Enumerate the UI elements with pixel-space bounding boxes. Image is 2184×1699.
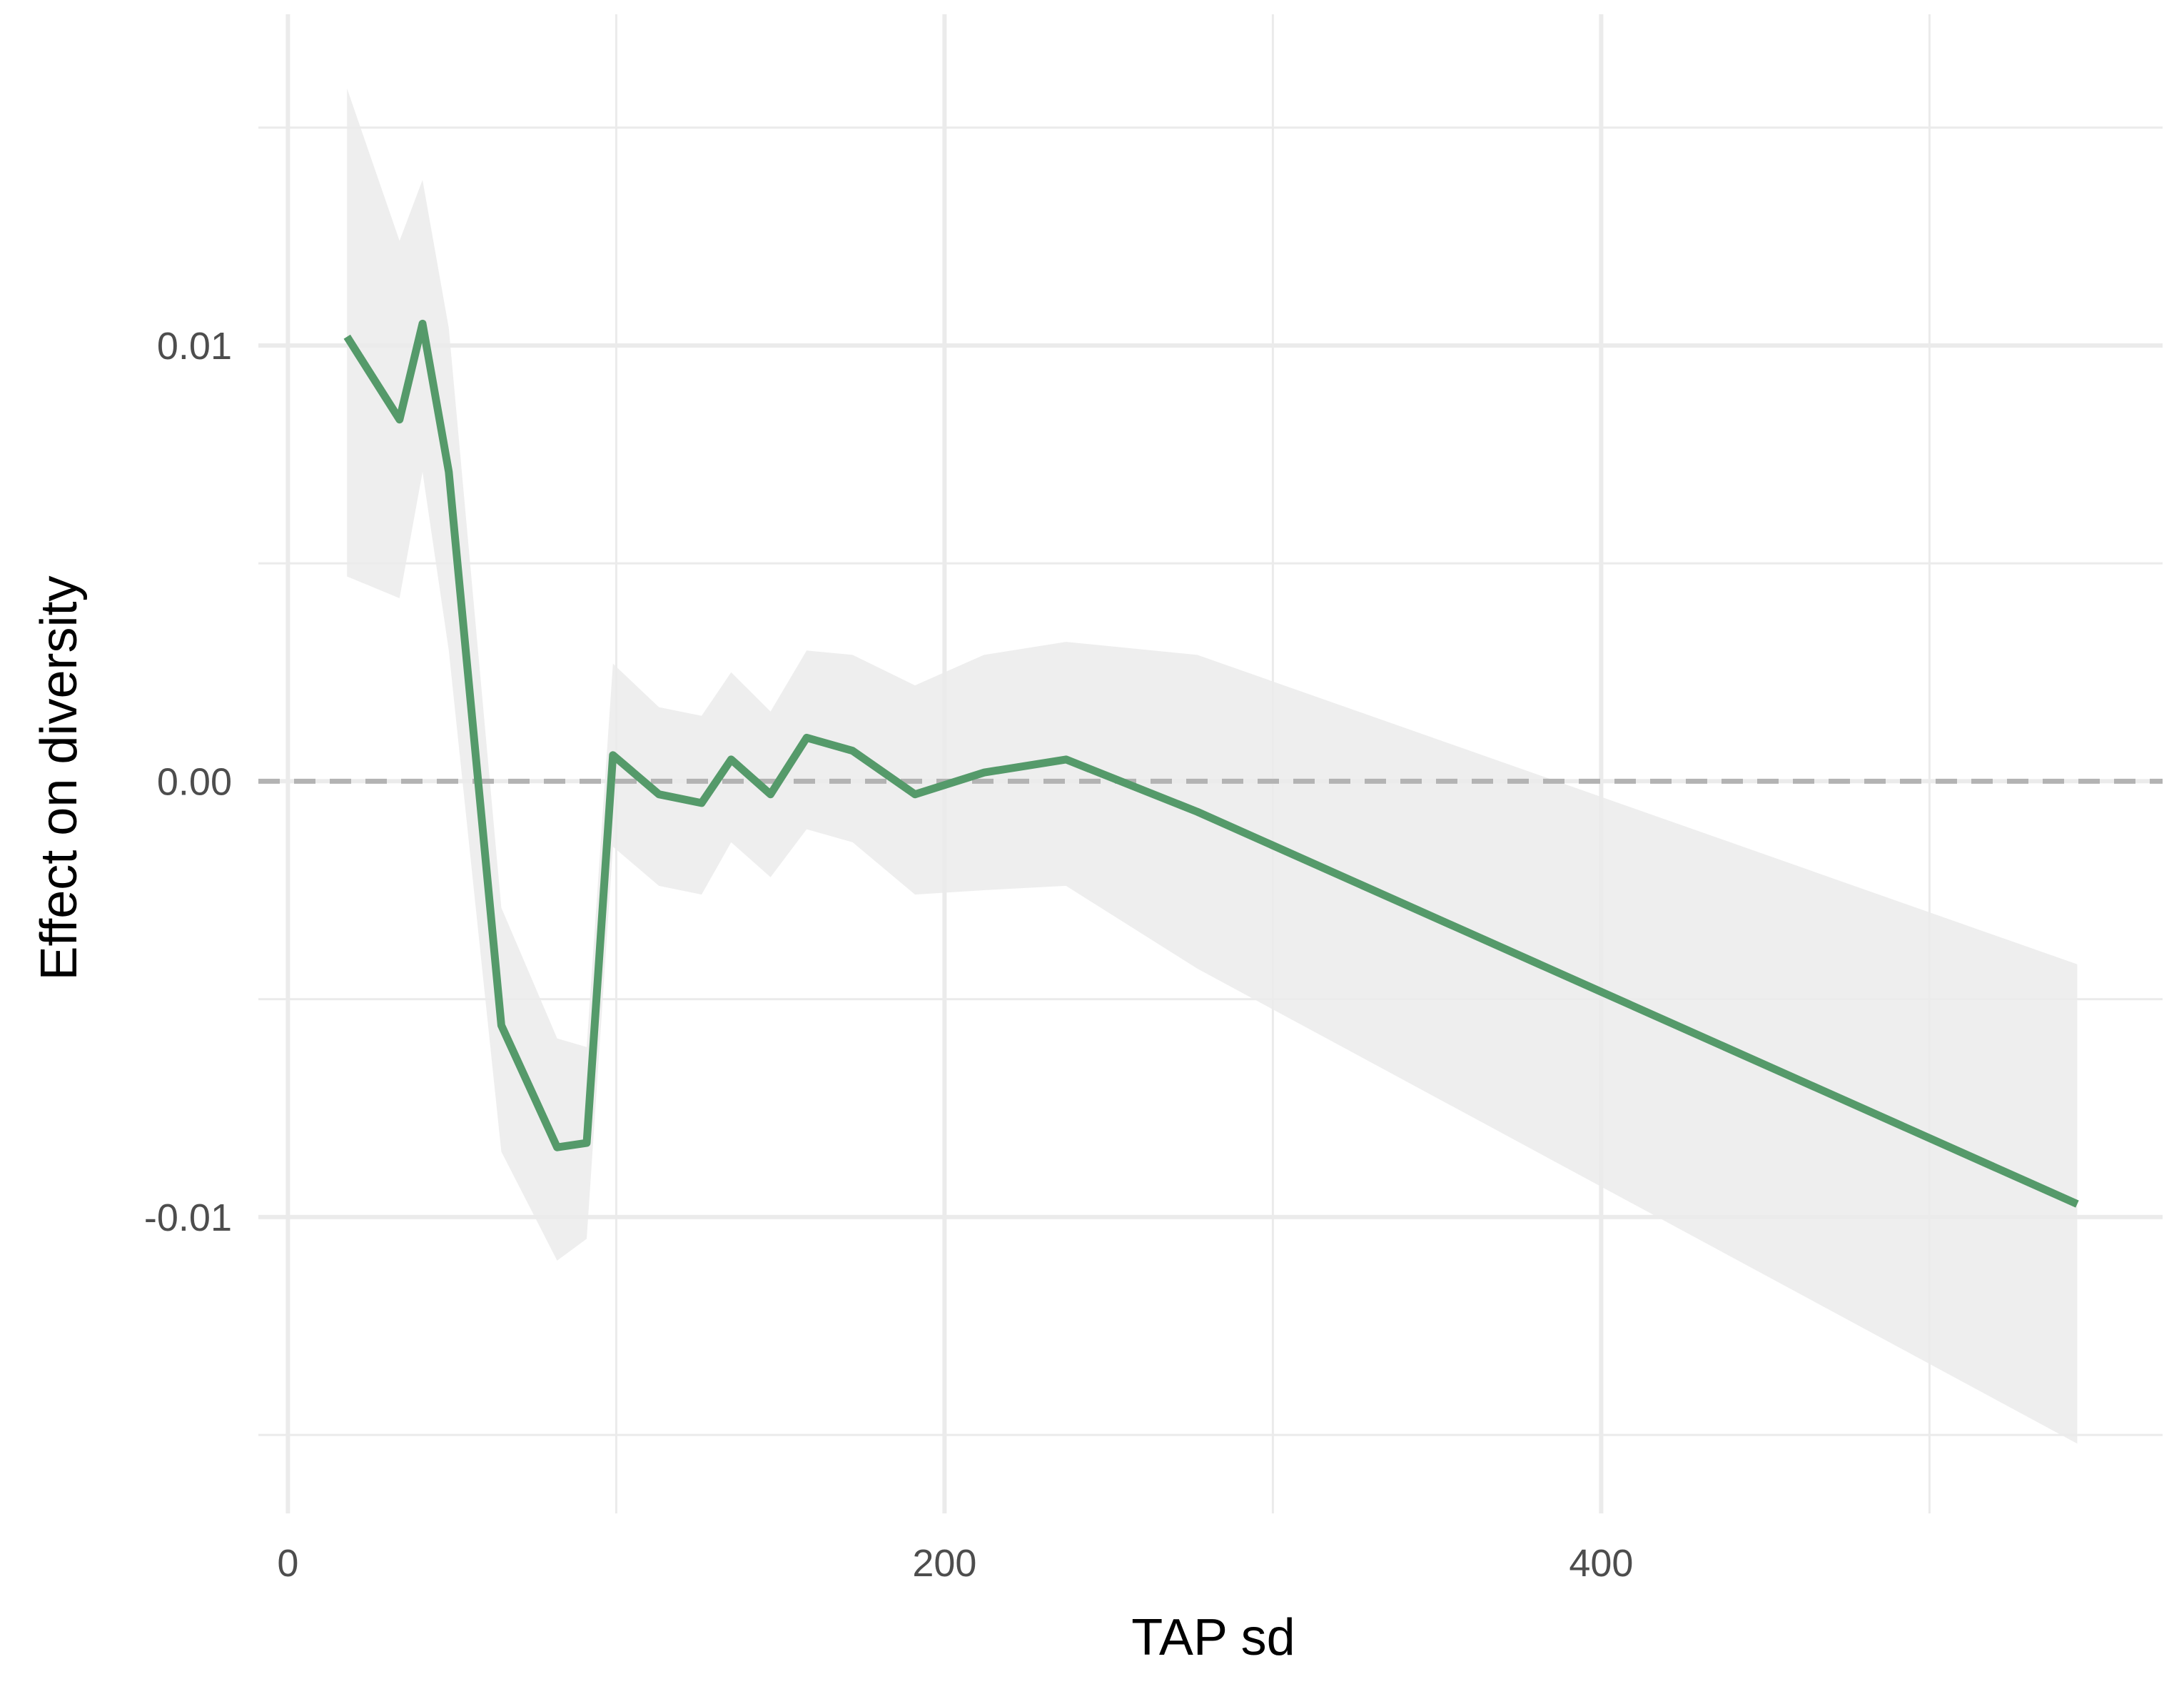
confidence-ribbon	[347, 88, 2078, 1444]
x-tick-labels: 0 200 400	[277, 1542, 1633, 1585]
x-axis-title: TAP sd	[1131, 1609, 1295, 1666]
x-tick-label: 200	[912, 1542, 976, 1585]
x-tick-label: 400	[1569, 1542, 1633, 1585]
effect-line	[343, 319, 2079, 1208]
y-tick-label: 0.01	[157, 325, 232, 368]
x-tick-label: 0	[277, 1542, 298, 1585]
y-tick-label: -0.01	[144, 1196, 232, 1239]
y-axis-title: Effect on diversity	[31, 576, 88, 981]
y-tick-labels: -0.01 0.00 0.01	[144, 325, 232, 1239]
y-tick-label: 0.00	[157, 760, 232, 803]
